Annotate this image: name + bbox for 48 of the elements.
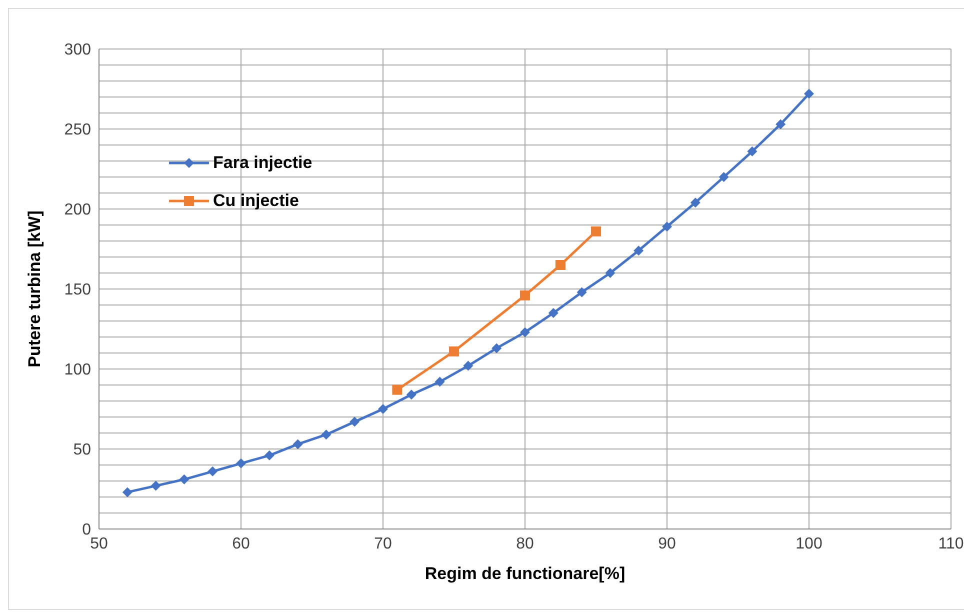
- point: [520, 290, 530, 300]
- y-tick-label: 50: [73, 442, 92, 459]
- point: [690, 198, 700, 208]
- point: [520, 327, 530, 338]
- point: [548, 308, 558, 318]
- y-tick-label: 0: [82, 522, 92, 539]
- point: [236, 458, 246, 468]
- x-tick-label: 70: [374, 535, 392, 552]
- point: [449, 346, 459, 356]
- x-tick-label: 110: [938, 535, 964, 552]
- x-tick-label: 60: [232, 535, 250, 552]
- point: [208, 466, 218, 476]
- x-tick-label: 90: [658, 535, 676, 552]
- point: [492, 343, 502, 354]
- y-tick-label: 100: [64, 362, 92, 379]
- point: [122, 487, 132, 498]
- point: [463, 360, 474, 371]
- y-tick-label: 200: [64, 202, 92, 219]
- y-tick-label: 250: [64, 122, 92, 139]
- point: [718, 172, 729, 182]
- x-tick-label: 80: [516, 535, 534, 552]
- point: [605, 268, 616, 278]
- x-tick-label: 100: [796, 535, 822, 552]
- y-tick-label: 300: [64, 42, 92, 59]
- point: [747, 146, 758, 156]
- x-tick-label: 50: [90, 535, 108, 552]
- point: [804, 88, 814, 99]
- y-tick-label: 150: [64, 282, 92, 299]
- point: [150, 480, 161, 491]
- point: [776, 119, 786, 130]
- point: [591, 226, 601, 236]
- x-axis-title: Regim de functionare[%]: [424, 564, 626, 583]
- point: [392, 384, 402, 395]
- point: [292, 439, 303, 450]
- point: [576, 287, 587, 298]
- legend-label: Fara injectie: [213, 153, 312, 173]
- point: [662, 222, 672, 232]
- point: [350, 416, 360, 427]
- point: [378, 404, 388, 414]
- point: [556, 260, 566, 270]
- y-axis-title: Putere turbina [kW]: [25, 210, 44, 368]
- point: [434, 376, 445, 387]
- point: [406, 390, 416, 400]
- point: [179, 474, 190, 484]
- point: [634, 246, 644, 256]
- point: [321, 430, 332, 440]
- point: [264, 450, 274, 460]
- legend-label: Cu injectie: [213, 191, 299, 211]
